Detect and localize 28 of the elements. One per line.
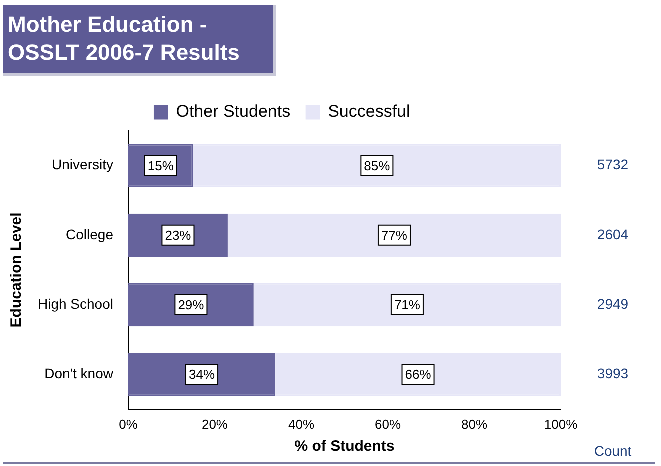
data-label: 34% (189, 367, 216, 382)
data-label: 85% (364, 158, 391, 174)
y-tick-label: Don't know (44, 365, 114, 382)
y-axis-title: Education Level (8, 212, 26, 328)
text: 5732 (597, 156, 629, 173)
y-tick-label: College (66, 226, 114, 242)
x-tick-label: 100% (544, 416, 578, 432)
x-tick-label: 80% (461, 416, 488, 432)
x-axis-title: % of Students (294, 438, 395, 456)
x-tick-label: 40% (288, 416, 315, 432)
data-label: 29% (178, 298, 205, 313)
x-tick-label: 0% (119, 416, 138, 432)
text: 2604 (597, 226, 629, 242)
x-tick-label: 20% (202, 416, 228, 432)
text: 3993 (597, 365, 629, 382)
text: Count (594, 442, 632, 459)
data-label: 23% (165, 228, 192, 243)
legend-label: Successful (328, 102, 410, 122)
x-tick-label: 60% (374, 416, 402, 432)
text: 2949 (597, 296, 629, 312)
data-label: 77% (381, 228, 408, 243)
data-label: 71% (394, 298, 421, 313)
data-label: 15% (148, 158, 174, 174)
y-tick-label: High School (38, 296, 114, 312)
chart-title: Mother Education - OSSLT 2006-7 Results (3, 5, 276, 76)
legend-label: Other Students (176, 102, 291, 122)
data-label: 66% (405, 367, 432, 382)
y-tick-label: University (52, 156, 114, 173)
